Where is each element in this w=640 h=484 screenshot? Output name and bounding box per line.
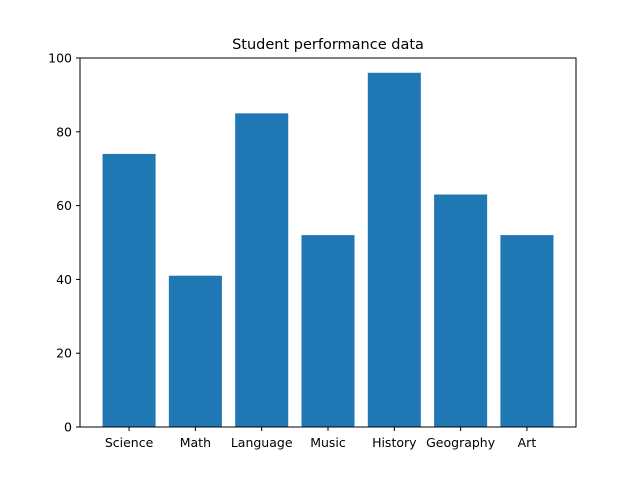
y-tick-label: 40: [56, 272, 72, 287]
bar-science: [102, 153, 156, 427]
x-tick-label: Art: [518, 435, 537, 450]
y-tick-label: 0: [64, 420, 72, 435]
bar-language: [235, 113, 289, 427]
x-tick-label: Geography: [426, 435, 496, 450]
axes-layer: Science Math Language Music History Geography…: [48, 51, 577, 450]
x-tick-label: Science: [105, 435, 154, 450]
bars-layer: [102, 72, 554, 427]
y-tick-label: 20: [56, 346, 72, 361]
chart-title: Student performance data: [232, 37, 424, 53]
y-tick-label: 80: [56, 124, 72, 139]
x-tick-label: History: [372, 435, 417, 450]
x-tick-label: Music: [310, 435, 346, 450]
x-tick-label: Math: [180, 435, 211, 450]
bar-math: [168, 275, 222, 427]
bar-art: [500, 235, 554, 427]
x-tick-label: Language: [231, 435, 293, 450]
bar-music: [301, 235, 355, 427]
bar-history: [367, 72, 421, 427]
bar-geography: [434, 194, 488, 427]
y-tick-label: 100: [48, 51, 72, 66]
y-tick-label: 60: [56, 198, 72, 213]
